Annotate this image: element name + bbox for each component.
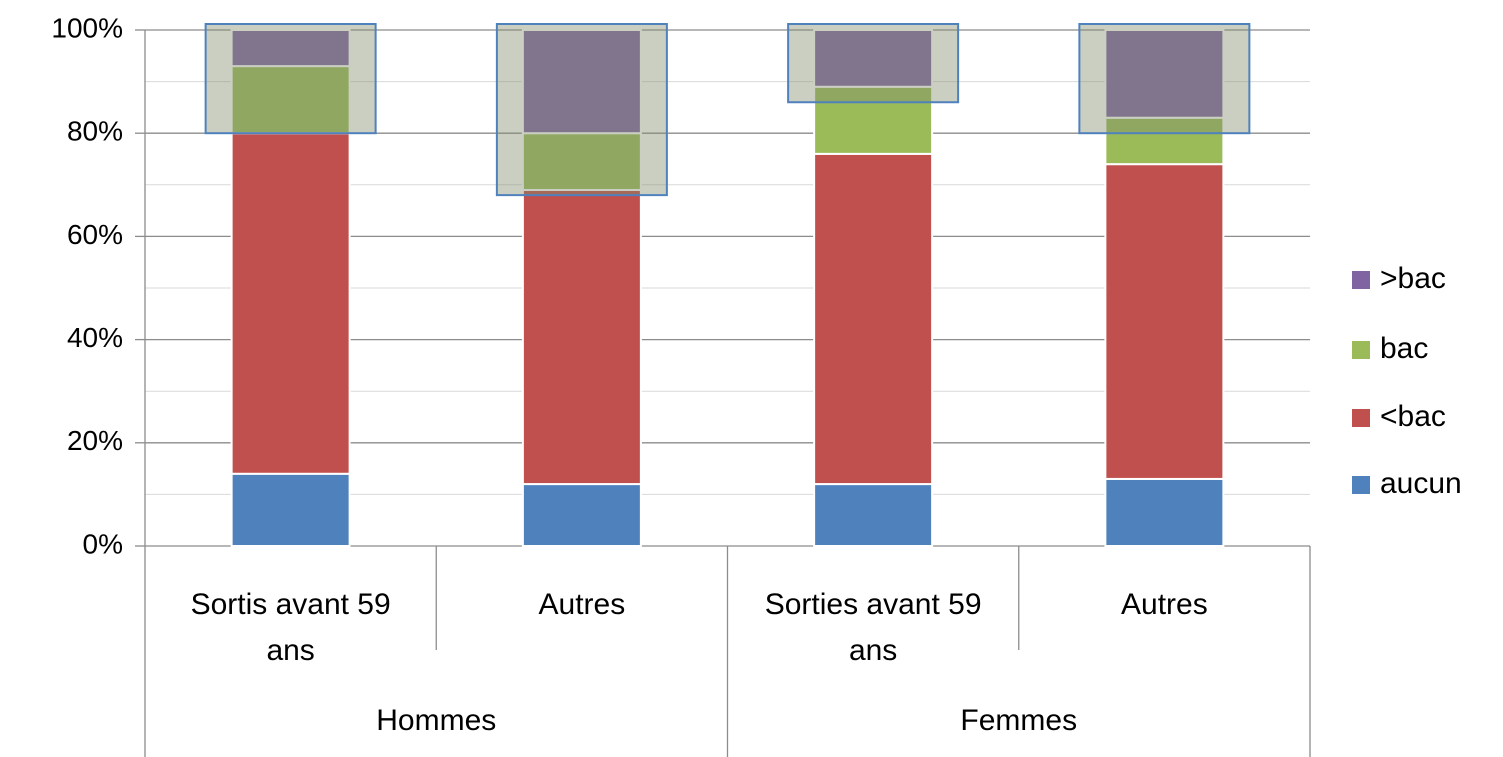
y-tick-label: 40% (67, 322, 123, 353)
x-tick-label: Autres (538, 588, 626, 621)
bar-segment (521, 188, 642, 486)
highlight-box (1078, 23, 1251, 135)
y-tick-label: 0% (83, 528, 123, 559)
bar-segment (1104, 116, 1225, 166)
x-tick-label: Sorties avant 59 ans (764, 588, 982, 667)
bar-segment (1104, 29, 1225, 119)
bar-segment (230, 472, 351, 548)
group-label: Femmes (960, 704, 1077, 737)
bar-segment (1104, 163, 1225, 480)
bar-segment (813, 29, 934, 88)
legend-label: <bac (1380, 400, 1446, 433)
x-tick-label: Sortis avant 59 ans (190, 588, 391, 667)
bar-segment (813, 85, 934, 155)
legend-swatch (1352, 271, 1370, 289)
bar-segment (1104, 477, 1225, 548)
bar-segment (230, 29, 351, 68)
bar-segment (521, 29, 642, 135)
y-tick-label: 100% (51, 12, 123, 43)
legend-label: >bac (1380, 262, 1446, 295)
legend-label: bac (1380, 332, 1428, 365)
legend-swatch (1352, 409, 1370, 427)
bar-segment (230, 132, 351, 475)
legend-label: aucun (1380, 467, 1462, 500)
bar-segment (230, 65, 351, 135)
y-tick-label: 60% (67, 219, 123, 250)
y-tick-label: 20% (67, 425, 123, 456)
bar-segment (813, 483, 934, 547)
highlight-box (204, 23, 377, 135)
y-tick-label: 80% (67, 116, 123, 147)
bar-segment (521, 132, 642, 191)
x-tick-label: Autres (1121, 588, 1208, 621)
highlight-box (787, 23, 960, 104)
legend-swatch (1352, 341, 1370, 359)
highlight-box (495, 23, 668, 197)
bar-segment (521, 483, 642, 547)
legend-swatch (1352, 476, 1370, 494)
group-label: Hommes (376, 704, 496, 737)
bar-segment (813, 152, 934, 486)
